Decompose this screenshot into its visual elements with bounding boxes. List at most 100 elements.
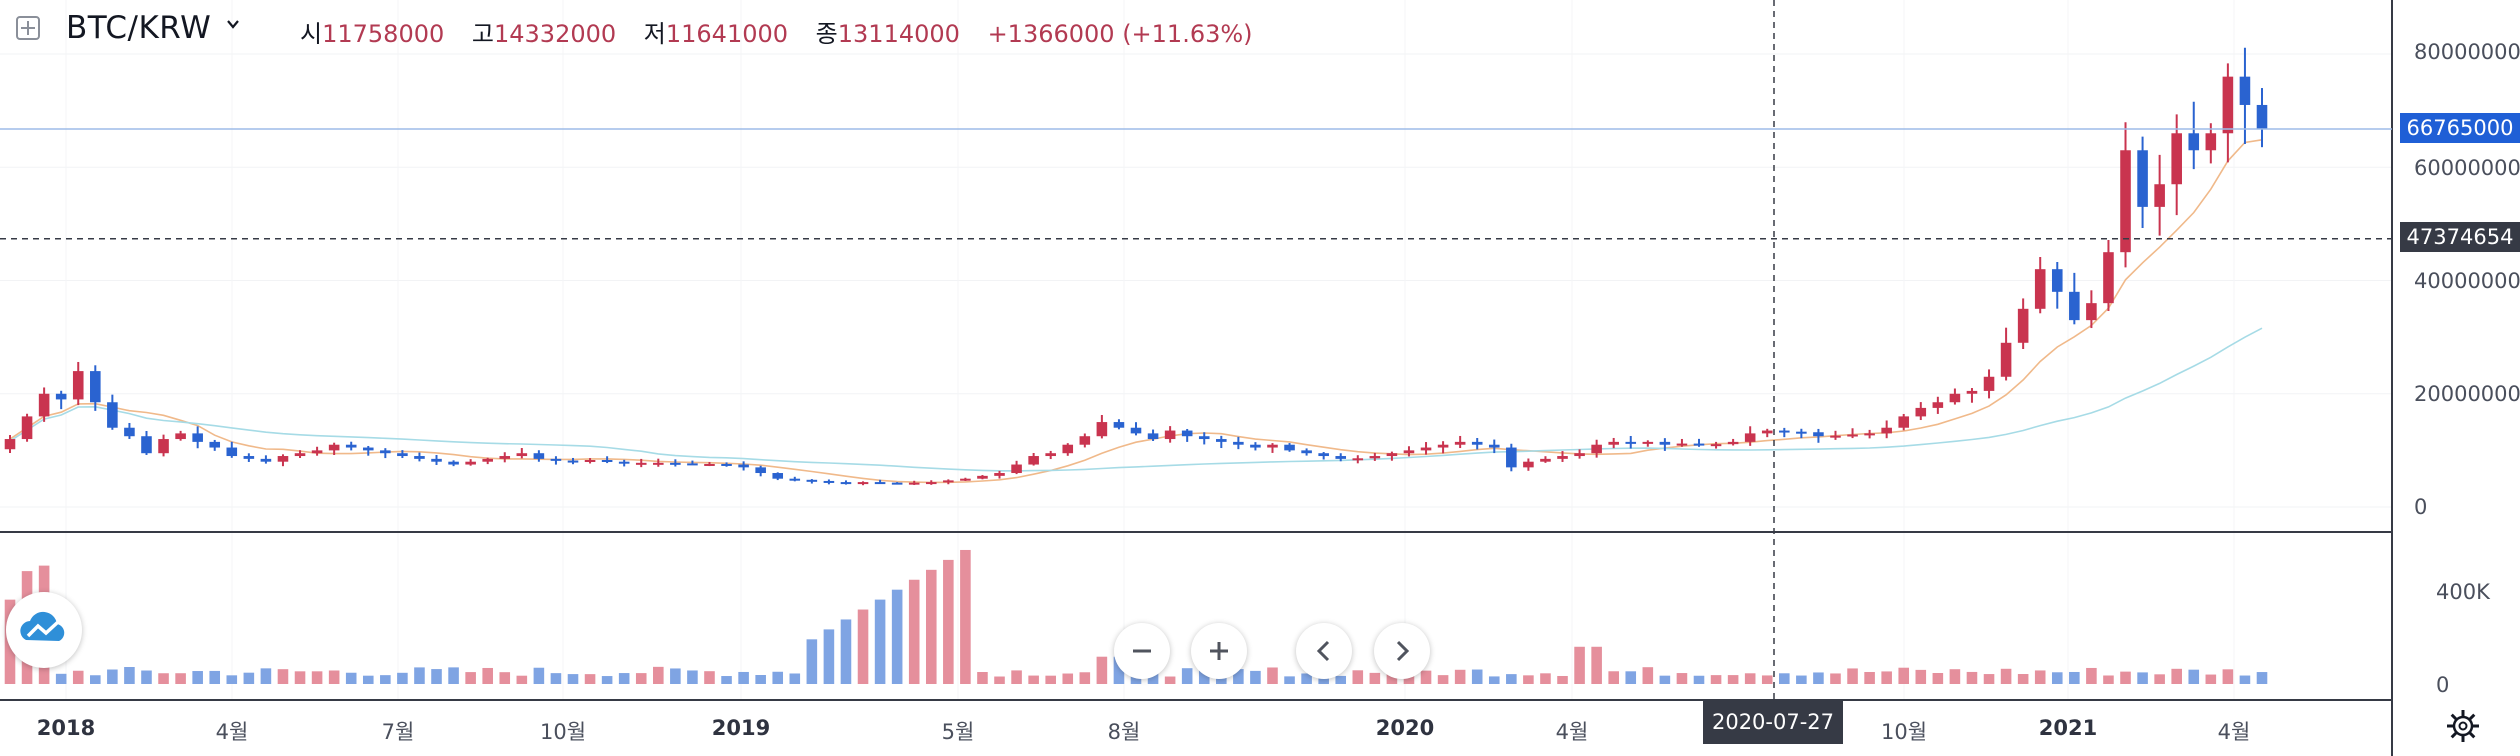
candle-body bbox=[1079, 436, 1091, 445]
volume-bar bbox=[397, 672, 408, 684]
candle-body bbox=[1420, 447, 1432, 451]
candle-body bbox=[618, 461, 630, 464]
volume-bar bbox=[1335, 675, 1347, 684]
volume-bar bbox=[1079, 672, 1091, 684]
volume-bar bbox=[1540, 673, 1551, 684]
volume-bar bbox=[2069, 671, 2080, 684]
volume-bar bbox=[2051, 672, 2063, 684]
candle-body bbox=[311, 450, 323, 454]
volume-bar bbox=[584, 674, 596, 684]
price-tick: 0 bbox=[2414, 495, 2428, 519]
candle-body bbox=[1693, 443, 1705, 446]
volume-bar bbox=[499, 672, 511, 684]
candle-body bbox=[55, 393, 67, 400]
candle-body bbox=[294, 453, 306, 457]
candle-body bbox=[141, 436, 152, 454]
ma-long-line bbox=[9, 327, 2263, 472]
volume-bar bbox=[2154, 674, 2165, 684]
volume-bar bbox=[2222, 669, 2234, 684]
candle-body bbox=[2017, 308, 2029, 343]
volume-bar bbox=[874, 599, 886, 684]
candle-body bbox=[2103, 252, 2114, 304]
candle-body bbox=[2034, 269, 2046, 309]
candle-body bbox=[107, 402, 118, 428]
candle-body bbox=[328, 444, 340, 451]
candle-body bbox=[1403, 450, 1415, 454]
volume-bar bbox=[1420, 670, 1432, 684]
zoom-out-button[interactable] bbox=[1114, 623, 1170, 679]
volume-bar bbox=[414, 667, 425, 684]
volume-bar bbox=[738, 671, 749, 684]
volume-bar bbox=[1386, 673, 1398, 684]
candle-body bbox=[1284, 444, 1295, 451]
volume-bar bbox=[72, 670, 84, 684]
candle-body bbox=[601, 460, 613, 463]
volume-bar bbox=[567, 674, 579, 684]
volume-bar bbox=[823, 629, 835, 684]
volume-bar bbox=[1113, 656, 1125, 684]
candle-body bbox=[1113, 422, 1125, 428]
candle-body bbox=[1625, 441, 1637, 444]
volume-bar bbox=[1676, 673, 1688, 684]
zoom-in-button[interactable] bbox=[1191, 623, 1247, 679]
price-tick: 40000000 bbox=[2414, 269, 2520, 293]
candle-body bbox=[874, 482, 886, 485]
volume-bar bbox=[635, 673, 647, 684]
gear-icon[interactable] bbox=[2443, 706, 2483, 746]
symbol-selector[interactable]: BTC/KRW bbox=[66, 10, 212, 46]
price-tick: 80000000 bbox=[2414, 40, 2520, 64]
time-tick: 2021 bbox=[2038, 716, 2098, 740]
volume-bar bbox=[55, 673, 67, 684]
volume-bar bbox=[2205, 674, 2217, 684]
volume-bar bbox=[1591, 646, 1602, 684]
candle-body bbox=[1642, 441, 1654, 444]
volume-bar bbox=[1233, 669, 1244, 684]
time-tick: 2019 bbox=[711, 716, 771, 740]
candle-body bbox=[1881, 427, 1892, 434]
chevron-down-icon[interactable] bbox=[226, 17, 240, 31]
cloud-chart-logo-icon[interactable] bbox=[6, 592, 82, 668]
candle-body bbox=[414, 456, 425, 459]
scroll-right-button[interactable] bbox=[1374, 623, 1430, 679]
candle-body bbox=[1352, 458, 1364, 461]
scroll-left-button[interactable] bbox=[1296, 623, 1352, 679]
candle-body bbox=[1454, 441, 1466, 445]
volume-bar bbox=[380, 675, 391, 684]
volume-bar bbox=[107, 669, 118, 684]
time-tick: 4월 bbox=[215, 720, 249, 744]
volume-bar bbox=[1813, 672, 1824, 684]
candle-body bbox=[1164, 430, 1176, 440]
volume-bar bbox=[1983, 674, 1995, 684]
candle-body bbox=[158, 439, 169, 454]
volume-bar bbox=[1506, 674, 1517, 684]
candle-body bbox=[550, 458, 562, 461]
volume-bar bbox=[806, 639, 818, 684]
time-tick: 4월 bbox=[2217, 720, 2251, 744]
candle-body bbox=[1915, 407, 1927, 417]
volume-bar bbox=[1164, 676, 1176, 684]
candle-body bbox=[482, 458, 493, 462]
change-value: +1366000 (+11.63%) bbox=[987, 20, 1253, 48]
expand-icon[interactable] bbox=[16, 16, 40, 40]
price-tick: 20000000 bbox=[2414, 382, 2520, 406]
time-tick: 4월 bbox=[1555, 720, 1589, 744]
volume-bar bbox=[175, 673, 186, 684]
candle-body bbox=[891, 482, 903, 485]
volume-bar bbox=[1062, 673, 1074, 684]
volume-bar bbox=[925, 569, 937, 684]
volume-bar bbox=[533, 667, 545, 684]
ohlc-legend: 시11758000 고14332000 저11641000 종13114000 … bbox=[300, 14, 1253, 49]
volume-bar bbox=[1796, 675, 1807, 684]
candle-body bbox=[1437, 444, 1449, 448]
volume-bar bbox=[2034, 670, 2046, 684]
volume-bar bbox=[328, 670, 340, 684]
candle-body bbox=[243, 456, 255, 459]
volume-bar bbox=[2086, 667, 2097, 684]
candle-body bbox=[4, 439, 16, 450]
volume-bar bbox=[243, 672, 255, 684]
volume-bar bbox=[891, 589, 903, 684]
candle-body bbox=[516, 453, 528, 457]
candle-body bbox=[533, 453, 545, 459]
volume-bar bbox=[2120, 671, 2131, 684]
